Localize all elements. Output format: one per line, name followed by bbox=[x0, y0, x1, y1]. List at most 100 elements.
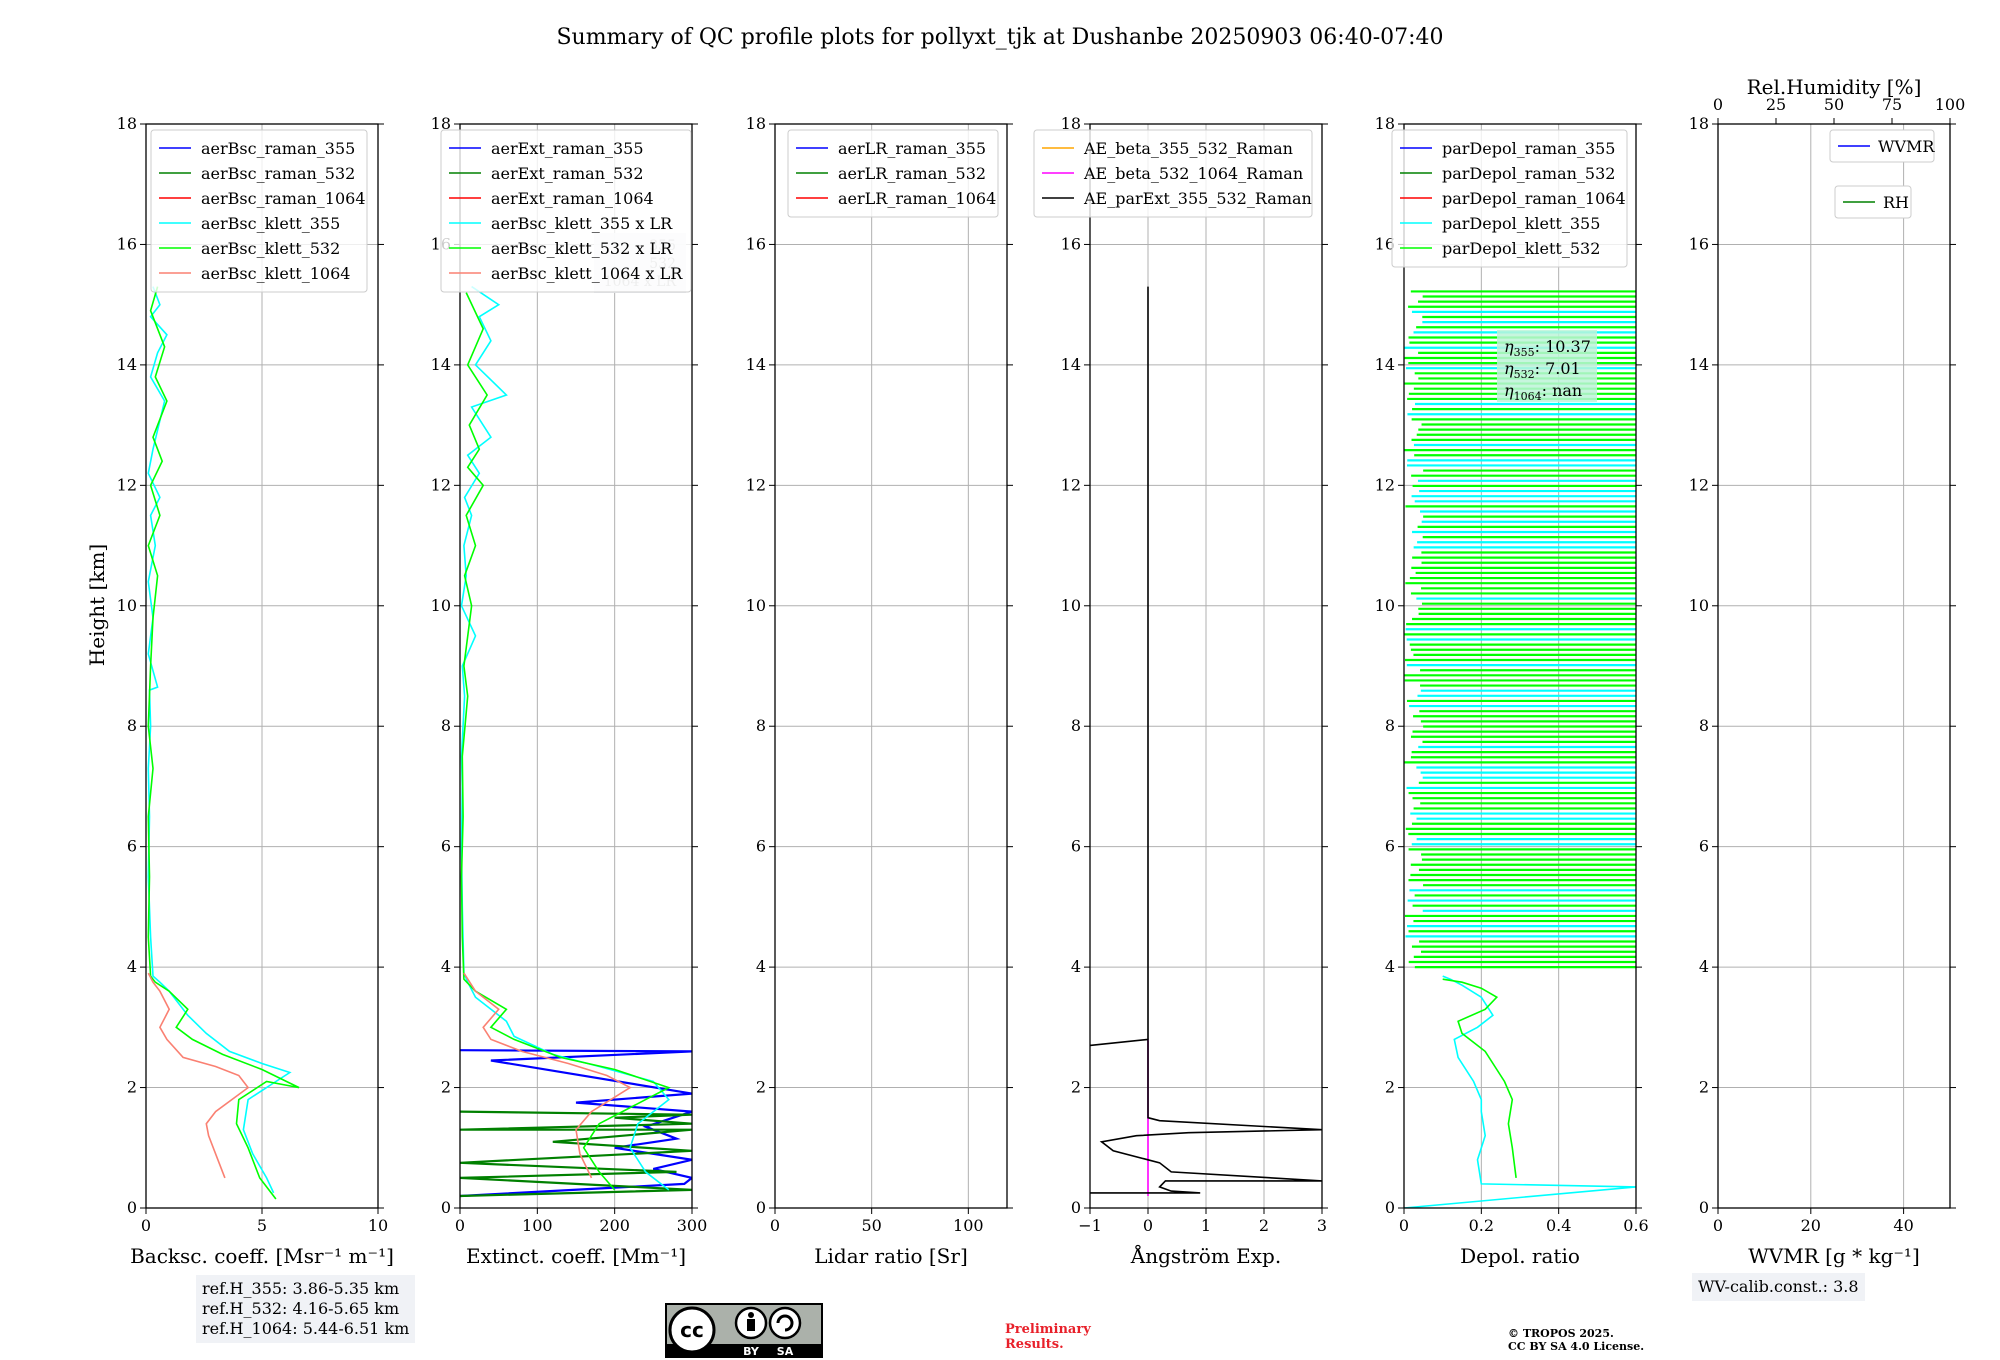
legend-entry-aerbsc-klett-532-x-lr: aerBsc_klett_532 x LR bbox=[491, 239, 673, 258]
series-line-aerbsc-klett-1064-x-lr bbox=[463, 972, 632, 1179]
x2-axis-label: Rel.Humidity [%] bbox=[1747, 75, 1922, 99]
y-tick-label: 12 bbox=[117, 475, 137, 494]
y-tick-label: 2 bbox=[1385, 1078, 1395, 1097]
y-tick-label: 0 bbox=[127, 1198, 137, 1217]
x-tick-label: 200 bbox=[599, 1216, 630, 1235]
y-tick-label: 10 bbox=[746, 596, 766, 615]
y-tick-label: 16 bbox=[1061, 234, 1081, 253]
series-group bbox=[1404, 290, 1636, 1208]
y-tick-label: 14 bbox=[431, 355, 451, 374]
y-tick-label: 10 bbox=[1689, 596, 1709, 615]
y-tick-label: 4 bbox=[127, 957, 137, 976]
x-axis-label: Depol. ratio bbox=[1460, 1244, 1580, 1268]
y-tick-label: 0 bbox=[1699, 1198, 1709, 1217]
x-axis-label: Extinct. coeff. [Mm⁻¹] bbox=[466, 1244, 686, 1268]
y-tick-label: 0 bbox=[441, 1198, 451, 1217]
y-tick-label: 2 bbox=[1071, 1078, 1081, 1097]
axes-frame bbox=[459, 123, 693, 1209]
y-tick-label: 0 bbox=[1071, 1198, 1081, 1217]
x2-tick-label: 100 bbox=[1935, 95, 1966, 114]
y-tick-label: 2 bbox=[756, 1078, 766, 1097]
x-tick-label: 1 bbox=[1201, 1216, 1211, 1235]
cc-sa-label: SA bbox=[777, 1345, 794, 1358]
y-tick-label: 6 bbox=[756, 837, 766, 856]
legend: AE_beta_355_532_Raman AE_beta_532_1064_Ra… bbox=[1033, 129, 1313, 218]
y-tick-label: 18 bbox=[1689, 114, 1709, 133]
x-tick-label: 300 bbox=[677, 1216, 708, 1235]
x2-tick-label: 25 bbox=[1766, 95, 1786, 114]
x2-tick-label: 0 bbox=[1713, 95, 1723, 114]
x-tick-label: 2 bbox=[1259, 1216, 1269, 1235]
legend-entry-aerbsc-klett-1064: aerBsc_klett_1064 bbox=[201, 264, 350, 283]
series-group bbox=[147, 286, 300, 1200]
legend-entry-pardepol-klett-532: parDepol_klett_532 bbox=[1442, 239, 1600, 258]
legend-entry-aerlr-raman-355: aerLR_raman_355 bbox=[838, 139, 986, 158]
legend-box bbox=[150, 129, 368, 293]
x-tick-label: 0 bbox=[1713, 1216, 1723, 1235]
preliminary-results-note: Preliminary Results. bbox=[1005, 1322, 1091, 1352]
legend-box bbox=[440, 129, 692, 293]
preliminary-line-2: Results. bbox=[1005, 1337, 1064, 1352]
x2-tick-label: 75 bbox=[1882, 95, 1902, 114]
y-tick-label: 12 bbox=[1061, 475, 1081, 494]
series-line-pardepol-klett-355 bbox=[1404, 975, 1636, 1208]
y-axis-label: Height [km] bbox=[85, 544, 109, 666]
x-tick-label: 0 bbox=[770, 1216, 780, 1235]
series-group bbox=[1090, 286, 1322, 1196]
legend-entry-pardepol-raman-355: parDepol_raman_355 bbox=[1442, 139, 1615, 158]
eta-annotation: η1064: nan bbox=[1504, 381, 1582, 403]
axes-frame bbox=[1403, 123, 1637, 1209]
x-tick-label: 0.4 bbox=[1546, 1216, 1571, 1235]
x-tick-label: 100 bbox=[522, 1216, 553, 1235]
x-tick-label: 0.2 bbox=[1469, 1216, 1494, 1235]
y-tick-label: 14 bbox=[1375, 355, 1395, 374]
x-tick-label: 20 bbox=[1801, 1216, 1821, 1235]
wv-calibration-text: WV-calib.const.: 3.8 bbox=[1698, 1277, 1859, 1296]
series-line-ae-parext-355-532-raman bbox=[1090, 286, 1322, 1194]
sa-share-icon bbox=[768, 1306, 802, 1340]
legend-entry-ae-beta-355-532-raman: AE_beta_355_532_Raman bbox=[1083, 139, 1293, 158]
legend-entry-aerbsc-klett-532: aerBsc_klett_532 bbox=[201, 239, 340, 258]
y-tick-label: 10 bbox=[117, 596, 137, 615]
series-line-aerext-raman-532 bbox=[460, 1110, 692, 1198]
legend-entry-aerext-raman-532: aerExt_raman_532 bbox=[491, 164, 644, 183]
axes-frame bbox=[774, 123, 1008, 1209]
y-tick-label: 16 bbox=[1689, 234, 1709, 253]
y-tick-label: 10 bbox=[431, 596, 451, 615]
legend: parDepol_raman_355 parDepol_raman_532 parD… bbox=[1391, 129, 1628, 268]
legend: aerExt_raman_355 aerExt_raman_532 aerExt_r… bbox=[440, 129, 692, 293]
legend-box bbox=[1829, 129, 1935, 163]
y-tick-label: 8 bbox=[127, 716, 137, 735]
series-line-aerbsc-klett-532 bbox=[147, 286, 300, 1200]
eta-annotation: η355: 10.37 bbox=[1504, 337, 1591, 359]
x-axis-label: Lidar ratio [Sr] bbox=[814, 1244, 968, 1268]
panel-1: 0 5 10 0 2 4 6 8 10 12 14 16 18 Backsc. coeff. [Msr⁻¹… bbox=[117, 114, 394, 1268]
legend-entry-aerbsc-raman-532: aerBsc_raman_532 bbox=[201, 164, 355, 183]
panel-5: 0 0.2 0.4 0.6 0 2 4 6 8 10 12 14 16 18 Depol. ratio η35… bbox=[1375, 114, 1649, 1268]
legend-entry-aerbsc-klett-1064-x-lr: aerBsc_klett_1064 x LR bbox=[491, 264, 683, 283]
x-axis-label: WVMR [g * kg⁻¹] bbox=[1748, 1244, 1920, 1268]
y-tick-label: 12 bbox=[746, 475, 766, 494]
legend-box bbox=[1033, 129, 1313, 218]
y-tick-label: 0 bbox=[756, 1198, 766, 1217]
legend-entry-ae-beta-532-1064-raman: AE_beta_532_1064_Raman bbox=[1083, 164, 1303, 183]
y-tick-label: 2 bbox=[127, 1078, 137, 1097]
y-tick-label: 16 bbox=[1375, 234, 1395, 253]
y-tick-label: 14 bbox=[746, 355, 766, 374]
y-tick-label: 14 bbox=[1061, 355, 1081, 374]
legend-entry-pardepol-raman-532: parDepol_raman_532 bbox=[1442, 164, 1615, 183]
eta-annotation: η532: 7.01 bbox=[1504, 359, 1581, 381]
legend-entry-pardepol-klett-355: parDepol_klett_355 bbox=[1442, 214, 1600, 233]
y-tick-label: 14 bbox=[1689, 355, 1709, 374]
cc-by-label: BY bbox=[743, 1345, 760, 1358]
panel-6: 0 25 50 75 100 Rel.Humidity [%] 0 20 40 0 2 4 6 8 10 12… bbox=[1689, 75, 1966, 1268]
y-tick-label: 12 bbox=[1689, 475, 1709, 494]
series-group bbox=[460, 285, 692, 1198]
x-axis-label: Backsc. coeff. [Msr⁻¹ m⁻¹] bbox=[130, 1244, 394, 1268]
copyright-line-2: CC BY SA 4.0 License. bbox=[1508, 1340, 1645, 1353]
copyright-note: © TROPOS 2025. CC BY SA 4.0 License. bbox=[1508, 1327, 1644, 1353]
y-tick-label: 4 bbox=[756, 957, 766, 976]
y-tick-label: 6 bbox=[127, 837, 137, 856]
cc-logo-icon bbox=[668, 1306, 716, 1354]
